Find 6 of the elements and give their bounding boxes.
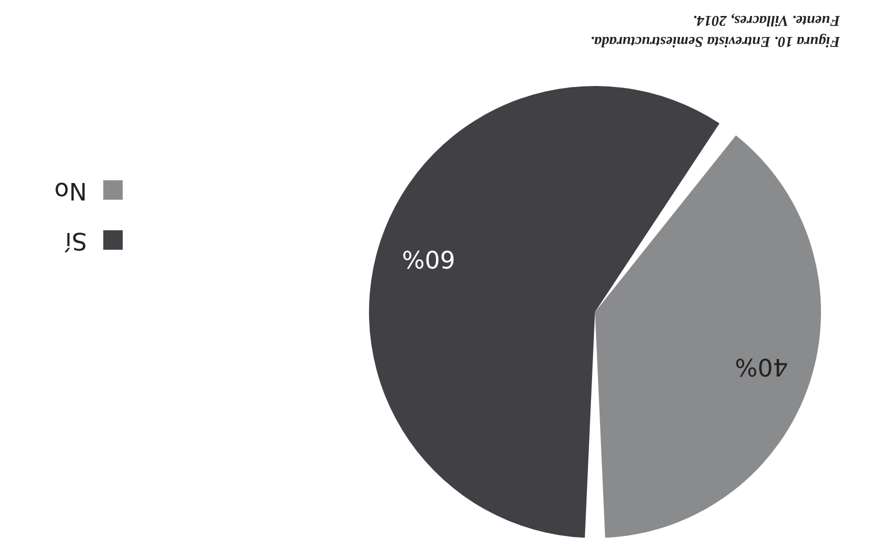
legend-label: Sí [64, 227, 87, 255]
source-note: Fuente. Villacres, 2014. [692, 11, 840, 30]
data-label: 60% [402, 244, 456, 273]
legend-label: No [54, 177, 87, 205]
text: Figura 10. Entrevista Semiestructurada. [590, 32, 840, 51]
data-label: 40% [734, 353, 788, 382]
